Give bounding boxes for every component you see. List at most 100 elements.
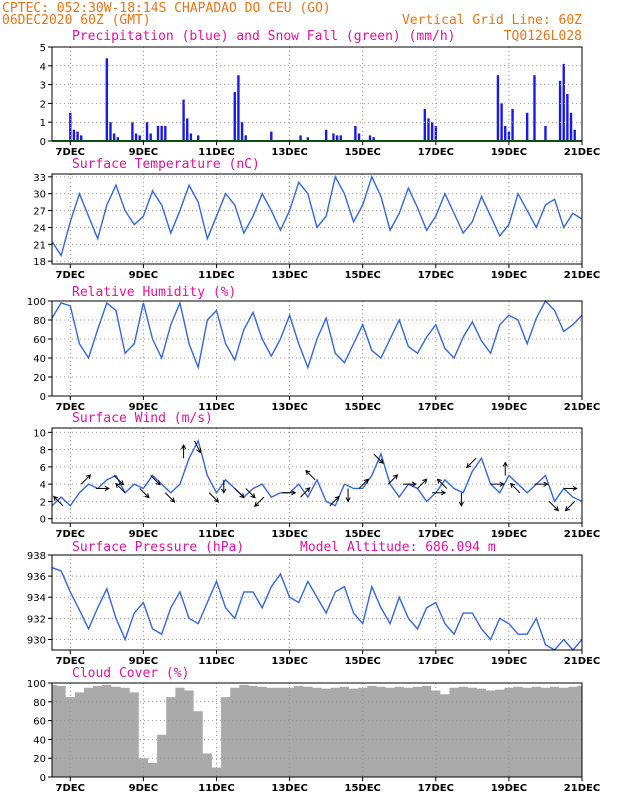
wind-arrow-shaft [565,501,576,511]
wind-arrow [305,469,316,481]
y-tick-label: 0 [40,137,46,148]
precip-bar [76,131,79,141]
x-tick-label: 9DEC [129,656,158,667]
wind-arrow-head [196,448,202,454]
wind-arrow [245,488,256,499]
precip-bar [504,125,507,141]
precip-bar [160,125,163,141]
wind-arrow-head [572,485,578,492]
y-tick-label: 100 [27,297,46,308]
x-tick-label: 19DEC [491,147,527,158]
x-tick-label: 15DEC [344,147,380,158]
x-tick-label: 15DEC [344,270,380,281]
precip-bar [299,135,302,141]
y-tick-label: 3 [40,81,46,92]
wind-arrow [490,481,505,487]
precip-bar [324,129,328,141]
x-tick-label: 11DEC [198,529,234,540]
precip-bar [189,133,193,141]
x-tick-label: 17DEC [418,529,454,540]
wind-arrow-head [509,482,516,489]
wind-arrow [208,492,220,503]
precip-bar [105,58,109,141]
wind-arrow-shaft [387,474,398,485]
precip-bar [533,75,536,141]
wind-arrow-shaft [150,475,161,486]
y-tick-label: 20 [33,373,46,384]
precip-bar [558,80,562,141]
wind-arrow [282,490,297,496]
precip-bar [116,137,119,141]
x-tick-label: 21DEC [564,783,600,794]
precip-bar [427,118,430,141]
wind-arrow-head [291,490,297,496]
header-station: CPTEC: 052:30W-18:14S CHAPADAO DO CEU (G… [2,1,331,16]
wind-arrow-head [378,458,384,464]
cloud-panel: 0 20 40 60 80 100 7DEC 9DEC 11DEC 13DEC 15DEC 17DEC… [27,679,600,794]
y-tick-label: 5 [40,43,46,54]
x-tick-label: 7DEC [56,529,85,540]
y-tick-label: 4 [40,62,46,73]
x-tick-label: 13DEC [271,656,307,667]
wind-frame [51,427,583,524]
y-tick-label: 40 [33,354,46,365]
precip-bar [332,133,335,141]
pressure-panel: 930 932 934 936 938 7DEC 9DEC 11DEC 13DEC 15DEC 17… [27,551,600,667]
wind-arrow-shaft [113,475,124,486]
x-tick-label: 7DEC [56,783,85,794]
y-tick-label: 2 [40,497,46,508]
precip-bar [507,131,511,141]
y-tick-label: 4 [40,480,46,491]
precip-bar [240,122,244,141]
cloud-title: Cloud Cover (%) [72,666,189,681]
wind-arrow [402,481,417,487]
wind-arrow-shaft [194,440,201,453]
humidity-grid [52,300,583,397]
wind-arrow-head [118,480,125,486]
x-tick-label: 9DEC [129,402,158,413]
y-tick-label: 936 [27,572,46,583]
wind-arrow-shaft [548,501,559,511]
wind-arrow [221,479,227,494]
wind-arrow [113,475,125,486]
precip-bar [573,129,576,141]
wind-arrow [53,495,64,507]
x-tick-label: 13DEC [271,147,307,158]
x-tick-label: 17DEC [418,270,454,281]
pressure-line [51,567,583,652]
wind-arrow-shaft [53,496,64,507]
y-tick-label: 8 [40,446,46,457]
y-tick-label: 24 [33,223,46,234]
wind-arrow-shaft [358,478,369,489]
wind-arrow-head [543,481,549,487]
wind-arrow-head [393,474,399,480]
wind-arrow-head [155,480,161,486]
x-tick-label: 11DEC [198,402,234,413]
x-tick-label: 15DEC [344,402,380,413]
wind-arrow-shaft [373,453,384,464]
wind-arrow [115,482,126,494]
x-tick-label: 17DEC [418,402,454,413]
wind-arrow [509,482,521,494]
y-tick-label: 40 [33,735,46,746]
precip-bar [164,125,167,141]
precip-bar [197,135,200,141]
wind-arrow-head [466,462,472,469]
wind-arrow-head [213,497,220,503]
wind-arrow-head [564,506,570,512]
wind-line [51,439,583,507]
temp-frame [51,173,583,265]
precip-bar [368,135,372,141]
wind-arrow [234,488,245,499]
temp-panel: 18 21 24 27 30 33 7DEC 9DEC 11DEC 13DEC 15DEC 17DEC… [33,173,600,281]
pressure-altitude-note: Model Altitude: 686.094 m [300,540,496,555]
header-run-time: 06DEC2020 60Z (GMT) [2,13,151,28]
wind-arrow-shaft [466,457,477,468]
precip-bar [430,122,434,141]
x-tick-label: 21DEC [564,147,600,158]
wind-arrow [458,492,464,507]
precip-bar [72,129,76,141]
precip-panel: 0 1 2 3 4 5 7DEC 9DEC 11DEC 13DEC 15DEC 17DEC 19DEC 2… [40,43,601,158]
wind-arrow-shaft [254,496,265,507]
x-tick-label: 19DEC [491,270,527,281]
